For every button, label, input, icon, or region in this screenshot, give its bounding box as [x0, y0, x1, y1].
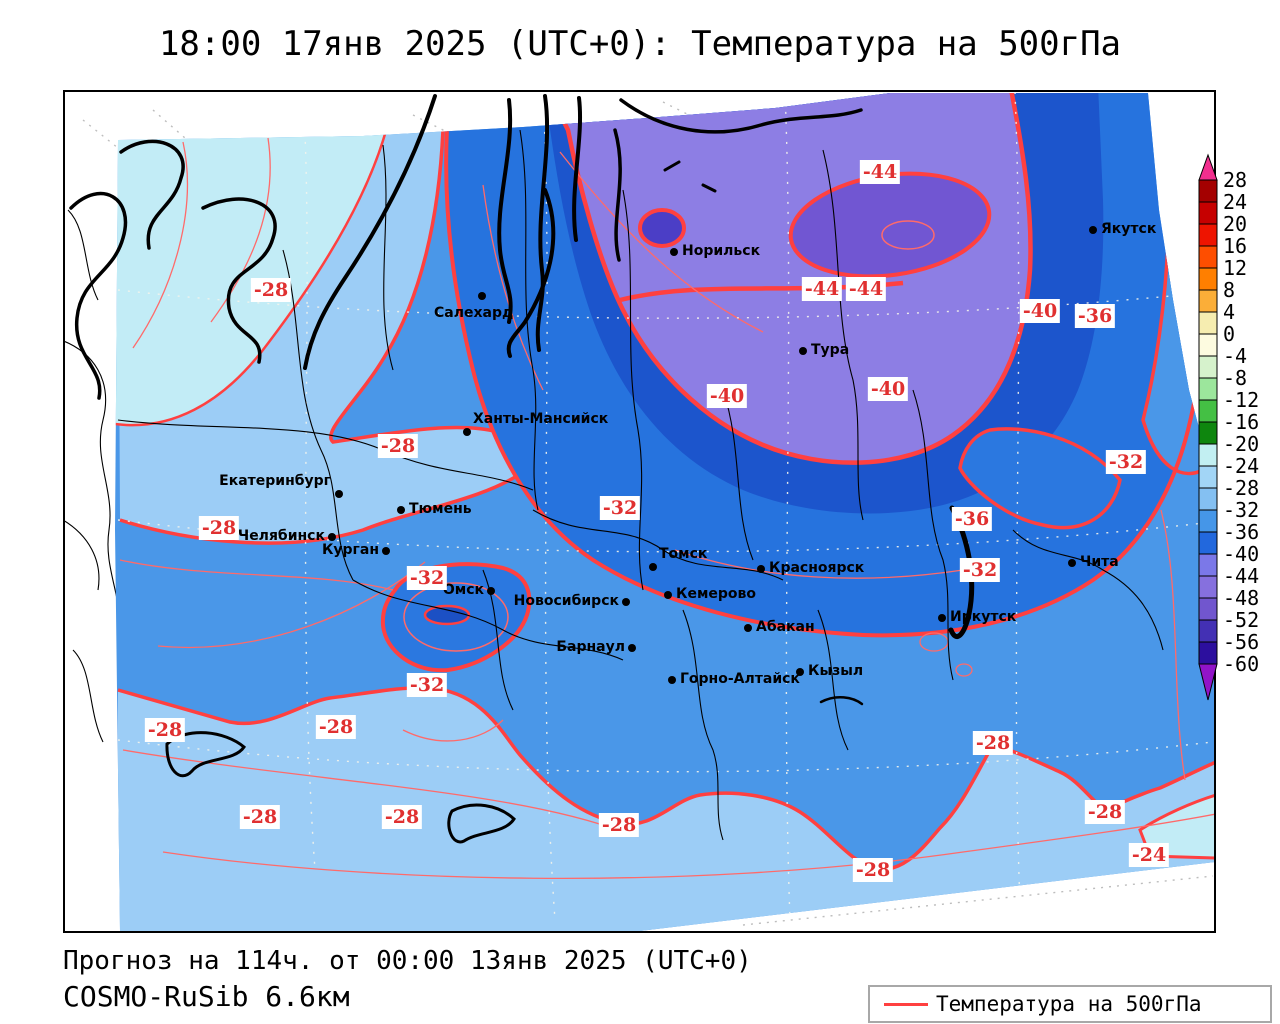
colorbar-cell	[1198, 421, 1218, 445]
colorbar-tick-label: -24	[1223, 454, 1259, 478]
region-pale-south	[118, 687, 1215, 931]
contour-ring-omsk	[403, 582, 509, 652]
legend-label: Температура на 500гПа	[936, 992, 1202, 1016]
colorbar-tick-label: 8	[1223, 278, 1235, 302]
lake-zaysan	[447, 803, 516, 844]
coast-small	[819, 696, 864, 706]
colorbar-tick-label: -60	[1223, 652, 1259, 676]
region-cyan-nw	[115, 134, 385, 426]
temperature-contour-swatch	[884, 1003, 928, 1006]
colorbar-cell	[1198, 443, 1218, 467]
colorbar-cell	[1198, 267, 1218, 291]
colorbar-tick-label: 16	[1223, 234, 1247, 258]
colorbar-cell	[1198, 289, 1218, 313]
contour-dark-arc	[444, 127, 1215, 638]
colorbar-cell	[1198, 619, 1218, 643]
colorbar-tick-label: 0	[1223, 322, 1235, 346]
colorbar-tick-label: 12	[1223, 256, 1247, 280]
contour-cyan-nw	[115, 133, 387, 427]
coast-scandinavia	[69, 139, 277, 400]
colorbar-cell	[1198, 355, 1218, 379]
colorbar-tick-label: 20	[1223, 212, 1247, 236]
colorbar-tick-label: -28	[1223, 476, 1259, 500]
colorbar-scale: 2824201612840-4-8-12-16-20-24-28-32-36-4…	[1198, 153, 1259, 701]
colorbar-cell	[1198, 509, 1218, 533]
colorbar-tick-label: -12	[1223, 388, 1259, 412]
lake-baikal	[948, 505, 975, 639]
colorbar-tick-label: -36	[1223, 520, 1259, 544]
colorbar-tick-label: -8	[1223, 366, 1247, 390]
map-canvas	[63, 90, 1216, 933]
colorbar-cell	[1198, 597, 1218, 621]
colorbar-cell	[1198, 201, 1218, 225]
coastlines	[69, 94, 975, 844]
region-ne-pocket	[958, 427, 1122, 530]
colorbar-cell	[1198, 311, 1218, 335]
colorbar-cell	[1198, 223, 1218, 247]
colorbar-cell	[1198, 641, 1218, 665]
colorbar-cell	[1198, 245, 1218, 269]
region-norilsk-oval	[638, 208, 686, 248]
colorbar-cell	[1198, 179, 1218, 203]
coast-novaya-zemlya	[303, 94, 437, 370]
page-title: 18:00 17янв 2025 (UTC+0): Температура на…	[158, 24, 1122, 64]
colorbar-tick-label: -44	[1223, 564, 1259, 588]
thin-contours	[119, 137, 1215, 880]
colorbar-tick-label: 4	[1223, 300, 1235, 324]
colorbar: 28 24 20 16 12 8 4 0 -4 -8 -12 -16 -20 -24 -28 -32 -36 -4…	[1197, 153, 1272, 718]
colorbar-tick-label: -32	[1223, 498, 1259, 522]
region-cyan-se	[1138, 792, 1215, 860]
coast-taimyr	[613, 98, 863, 262]
colorbar-cell	[1198, 465, 1218, 489]
forecast-caption: Прогноз на 114ч. от 00:00 13янв 2025 (UT…	[63, 946, 752, 976]
coast-islands	[663, 160, 717, 193]
lake-balkhash	[165, 731, 246, 778]
coast-ob-gulf	[506, 188, 556, 358]
coast-yamal	[497, 94, 583, 352]
colorbar-cell	[1198, 553, 1218, 577]
colorbar-tick-label: -56	[1223, 630, 1259, 654]
model-caption: COSMO-RuSib 6.6км	[63, 980, 350, 1013]
colorbar-cell	[1198, 575, 1218, 599]
colorbar-cell	[1198, 399, 1218, 423]
colorbar-cell	[1198, 487, 1218, 511]
colorbar-tick-label: -48	[1223, 586, 1259, 610]
colorbar-tick-label: -16	[1223, 410, 1259, 434]
colorbar-tick-label: -52	[1223, 608, 1259, 632]
colorbar-tick-label: -20	[1223, 432, 1259, 456]
colorbar-tick-label: -4	[1223, 344, 1247, 368]
colorbar-arrow-top	[1198, 153, 1218, 181]
region-omsk-core	[423, 604, 471, 626]
colorbar-arrow-bottom	[1198, 663, 1218, 701]
colorbar-tick-label: 24	[1223, 190, 1247, 214]
contour-ring-deep	[881, 220, 935, 250]
colorbar-cell	[1198, 531, 1218, 555]
colorbar-tick-label: -40	[1223, 542, 1259, 566]
colorbar-tick-label: 28	[1223, 168, 1247, 192]
colorbar-cell	[1198, 377, 1218, 401]
colorbar-cell	[1198, 333, 1218, 357]
legend-box: Температура на 500гПа	[868, 985, 1272, 1023]
